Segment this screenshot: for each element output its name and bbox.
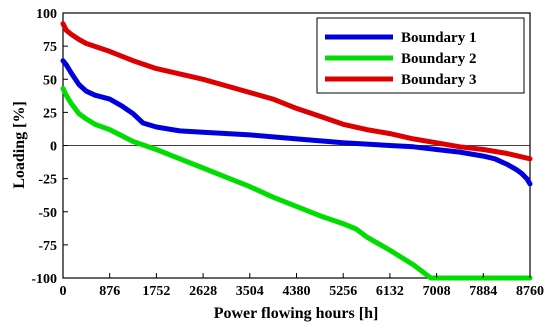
- y-tick-label: -25: [38, 173, 57, 188]
- legend-label-boundary-1: Boundary 1: [401, 30, 476, 46]
- legend-label-boundary-3: Boundary 3: [401, 72, 476, 88]
- x-tick-label: 5256: [329, 284, 357, 299]
- series-line-boundary-2: [60, 86, 533, 281]
- series-line-boundary-3: [60, 21, 533, 162]
- y-tick-label: -100: [31, 272, 57, 287]
- x-axis: 0 876 1752 2628 3504 4380 5256 6132 7008 7884 8760: [60, 273, 544, 299]
- x-tick-label: 3504: [236, 284, 264, 299]
- y-axis-label: Loading [%]: [11, 101, 28, 189]
- x-tick-label: 2628: [189, 284, 217, 299]
- x-tick-label: 4380: [283, 284, 311, 299]
- legend: Boundary 1 Boundary 2 Boundary 3: [316, 17, 525, 94]
- y-tick-label: 50: [43, 73, 57, 88]
- x-tick-label: 7884: [469, 284, 497, 299]
- y-tick-label: 75: [43, 40, 57, 55]
- x-tick-label: 0: [60, 284, 67, 299]
- x-tick-label: 6132: [376, 284, 404, 299]
- y-tick-label: -75: [38, 239, 57, 254]
- x-tick-label: 7008: [423, 284, 451, 299]
- x-tick-label: 8760: [516, 284, 544, 299]
- y-tick-label: 25: [43, 106, 57, 121]
- x-axis-label: Power flowing hours [h]: [214, 305, 379, 322]
- x-tick-label: 876: [99, 284, 120, 299]
- series-line-boundary-1: [60, 58, 533, 187]
- legend-label-boundary-2: Boundary 2: [401, 51, 476, 67]
- x-tick-label: 1752: [142, 284, 170, 299]
- series-layer: [60, 21, 533, 281]
- y-tick-label: 100: [36, 7, 57, 22]
- y-tick-label: -50: [38, 206, 57, 221]
- y-tick-label: 0: [50, 140, 57, 155]
- y-axis: 100 75 50 25 0 -25 -50 -75 -100: [31, 7, 68, 287]
